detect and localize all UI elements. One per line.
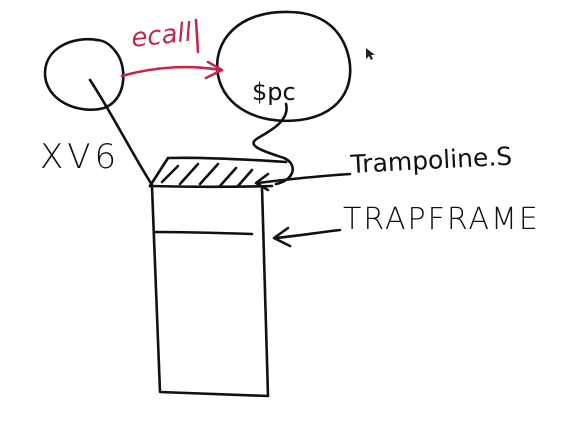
trampoline-page-bottom bbox=[148, 184, 274, 189]
user-to-stack-line bbox=[88, 78, 154, 187]
trampoline-hatching bbox=[160, 162, 254, 188]
kernel-bubble bbox=[215, 10, 352, 123]
mouse-pointer-icon bbox=[366, 48, 375, 60]
ecall-bracket bbox=[194, 18, 200, 54]
trapframe-label: TRAPFRAME bbox=[343, 202, 540, 237]
ecall-label: ecall bbox=[129, 17, 194, 54]
trapframe-pointer-arrow bbox=[274, 228, 342, 240]
ecall-arrow-head bbox=[204, 60, 224, 80]
trampoline-page-left bbox=[148, 156, 170, 188]
user-process-bubble bbox=[43, 37, 125, 111]
trampoline-page-top bbox=[166, 156, 288, 164]
trapframe-pointer-head bbox=[272, 226, 292, 248]
trapframe-slot bbox=[152, 230, 254, 236]
xv6-label: XV6 bbox=[40, 137, 121, 177]
ecall-arrow bbox=[120, 65, 222, 78]
trampoline-pointer-head bbox=[254, 172, 270, 192]
memory-stack-outline bbox=[150, 185, 270, 398]
program-counter-label: $pc bbox=[252, 78, 296, 106]
trampoline-pointer-arrow bbox=[256, 172, 352, 185]
pc-to-trampoline-curve bbox=[252, 102, 294, 186]
